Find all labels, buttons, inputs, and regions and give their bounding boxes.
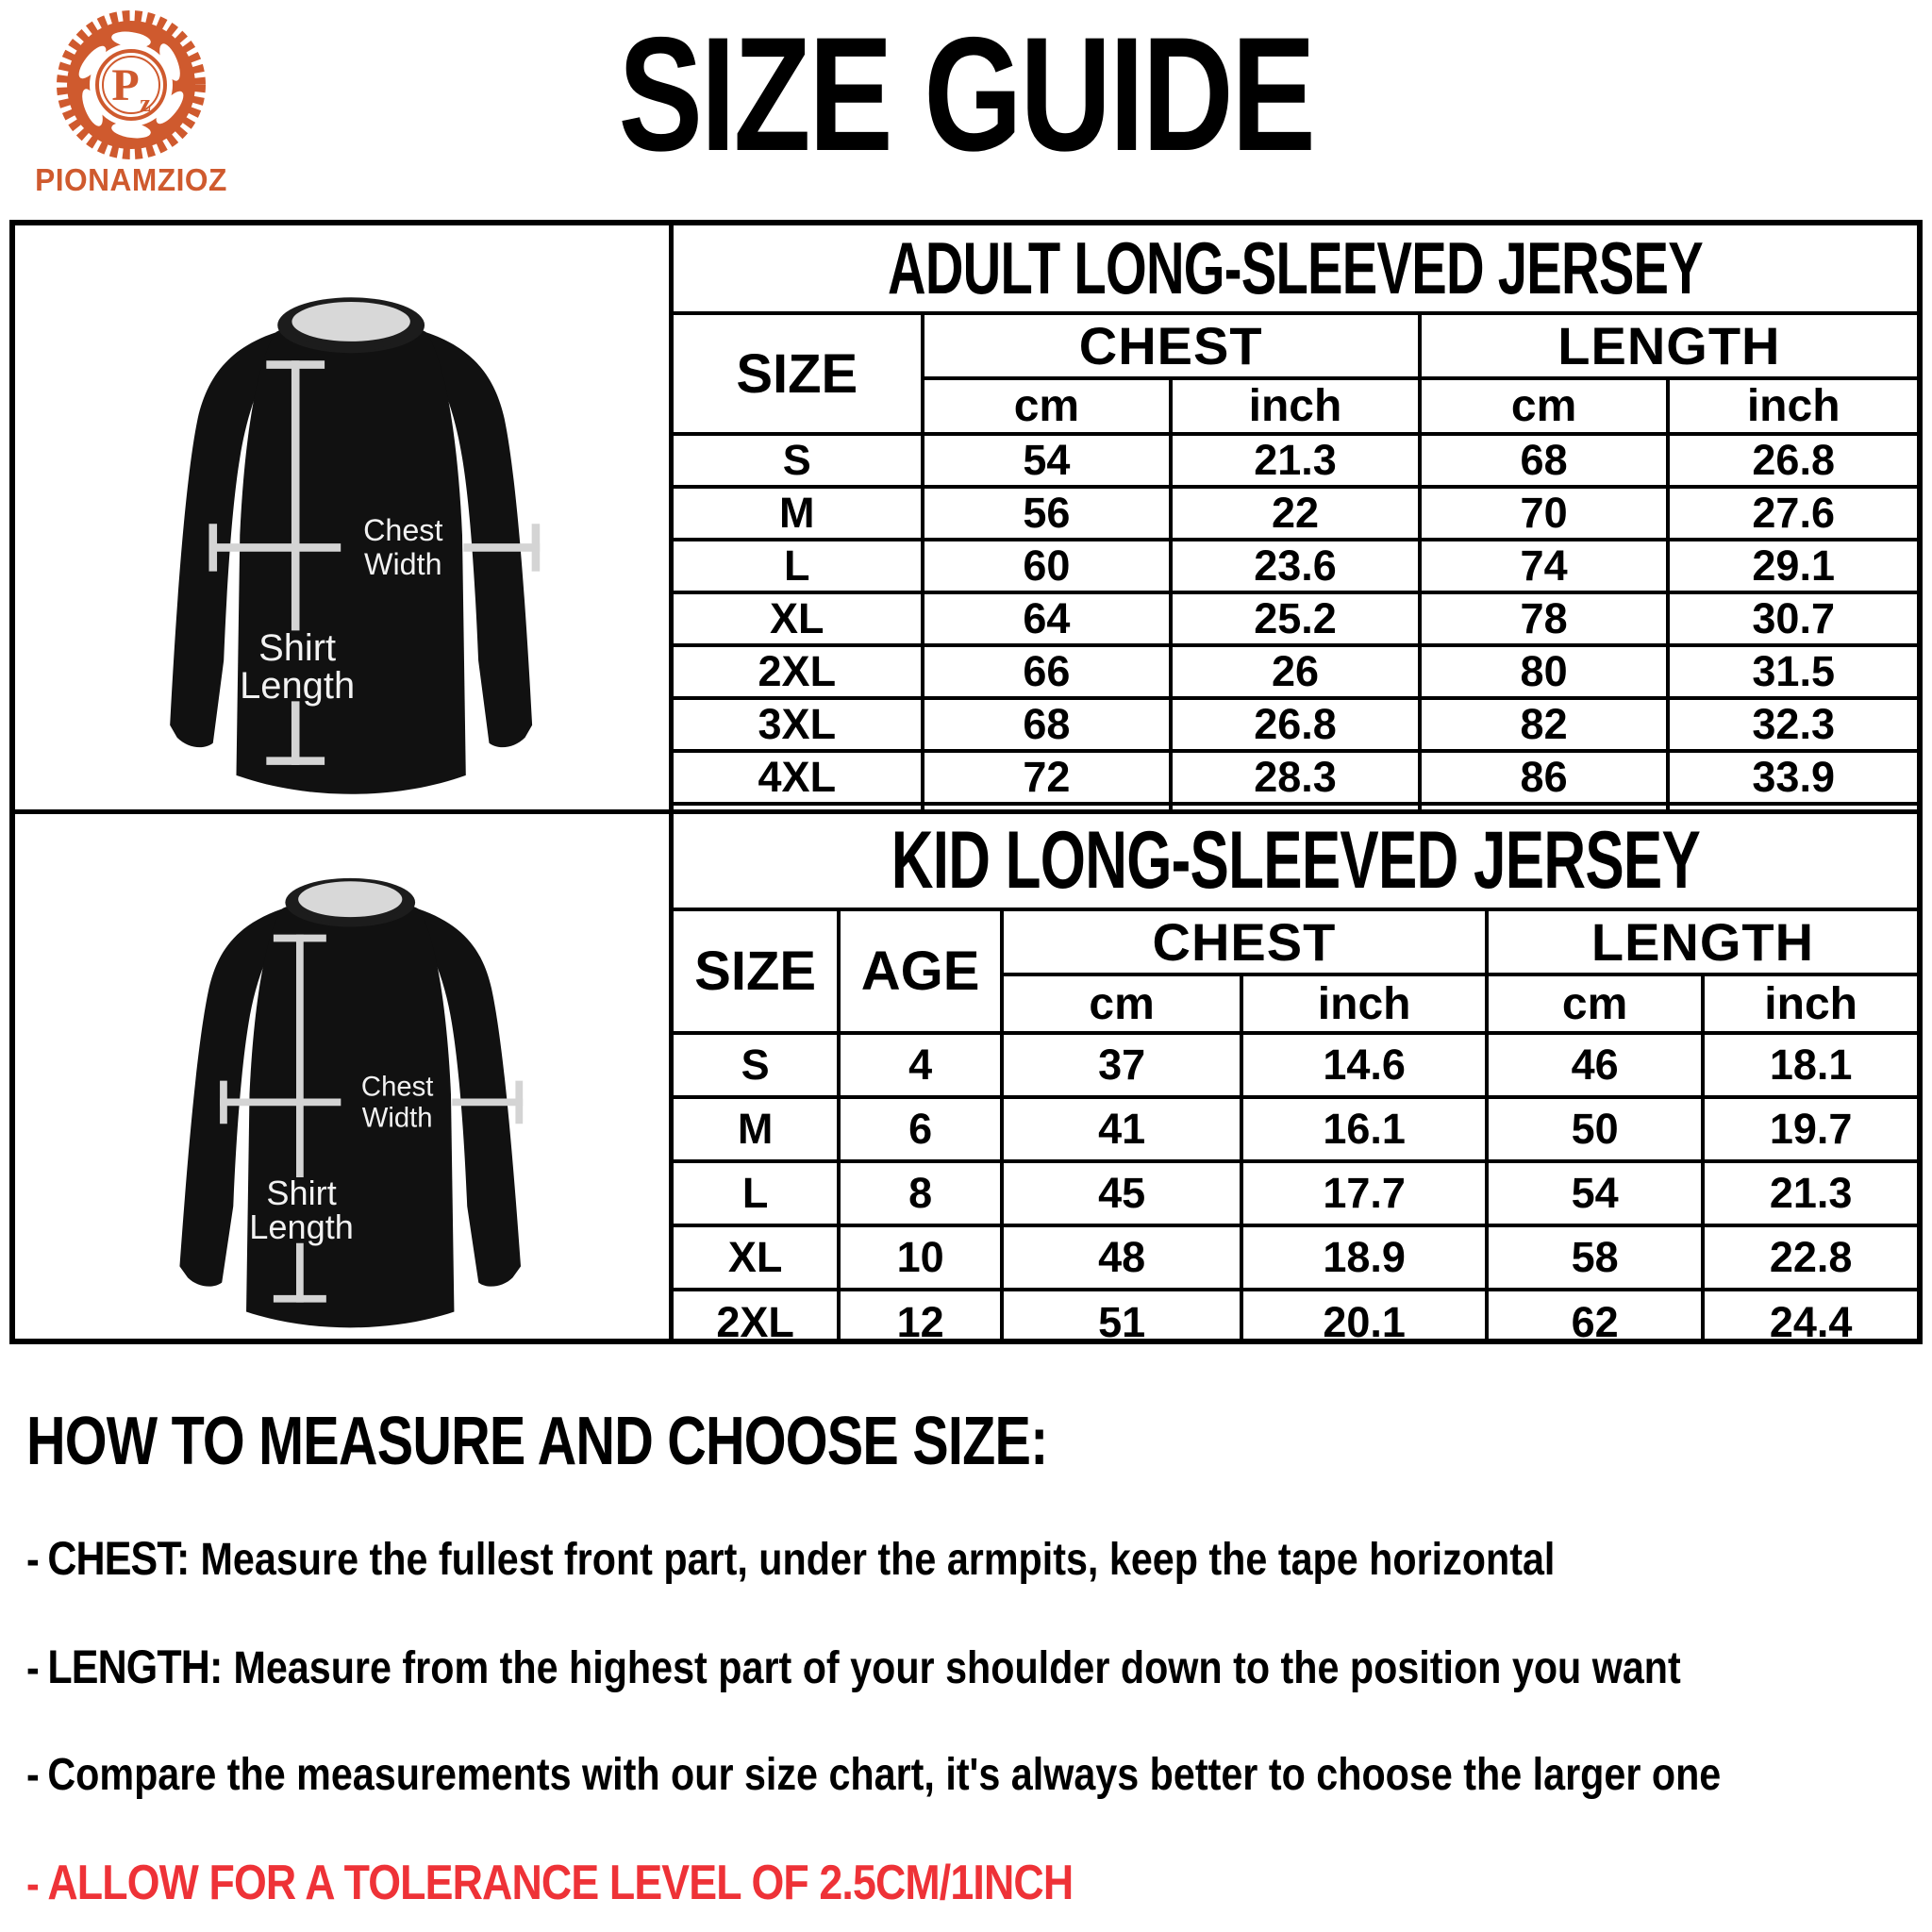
unit-header-inch: inch [1169,376,1422,436]
table-row: L 60 23.6 74 29.1 [674,538,1917,594]
svg-text:Length: Length [249,1208,354,1246]
table-row: 5XL8633.99035.4 [674,802,1917,809]
adult-jersey-image: Chest Width Shirt Length [170,297,541,795]
table-row: XL 10 48 18.9 58 22.8 [674,1224,1917,1291]
instruction-line-compare: - Compare the measurements with our size … [26,1749,1721,1800]
unit-header-cm: cm [1417,376,1671,436]
logo-monogram-z: z [140,90,151,117]
table-row: 4XL 72 28.3 86 33.9 [674,749,1917,806]
table-row: M 56 22 70 27.6 [674,485,1917,541]
instruction-line-length: - LENGTH: Measure from the highest part of… [26,1641,1681,1694]
chest-width-label: Chest [361,1073,433,1103]
brand-logo: P z PIONAMZIOZ [23,6,240,195]
page-title: SIZE GUIDE [618,4,1316,185]
column-header-length: LENGTH [1484,908,1917,976]
table-row: 2XL 66 26 80 31.5 [674,643,1917,700]
unit-header-inch: inch [1666,376,1917,436]
shirt-length-label: Shirt [258,628,336,670]
instruction-text: Measure the fullest front part, under th… [200,1535,1556,1585]
column-header-size: SIZE [674,908,841,1035]
size-chart: Chest Width Shirt Length ADULT LONG-SLEE… [9,220,1923,1344]
unit-header-inch: inch [1701,973,1917,1035]
instruction-label: LENGTH: [47,1641,223,1694]
instruction-text: ALLOW FOR A TOLERANCE LEVEL OF 2.5CM/1IN… [47,1856,1074,1911]
adult-shirt-diagram: Chest Width Shirt Length [15,225,674,814]
instruction-text: Measure from the highest part of your sh… [233,1643,1681,1694]
column-header-age: AGE [837,908,1004,1035]
adult-table-panel: ADULT LONG-SLEEVED JERSEY SIZE CHEST LEN… [674,225,1917,814]
svg-text:Width: Width [364,547,442,581]
measurement-lines [219,934,524,1303]
kid-jersey-image: Chest Width Shirt Length [179,877,524,1328]
kid-size-table: KID LONG-SLEEVED JERSEY SIZE AGE CHEST L… [674,814,1917,1339]
chest-width-label: Chest [363,513,442,547]
svg-text:Width: Width [362,1103,433,1133]
table-row: S 4 37 14.6 46 18.1 [674,1031,1917,1099]
table-row: M 6 41 16.1 50 19.7 [674,1095,1917,1163]
shirt-length-label: Shirt [266,1174,336,1212]
table-row: 3XL 68 26.8 82 32.3 [674,696,1917,753]
adult-table-title: ADULT LONG-SLEEVED JERSEY [674,225,1917,315]
measurement-lines [208,360,541,766]
unit-header-cm: cm [1484,973,1706,1035]
kid-shirt-diagram: Chest Width Shirt Length [15,814,674,1339]
unit-header-cm: cm [1001,973,1244,1035]
column-header-size: SIZE [674,311,924,436]
column-header-length: LENGTH [1417,311,1917,380]
instructions-heading: HOW TO MEASURE AND CHOOSE SIZE: [26,1404,1048,1479]
column-header-chest: CHEST [999,908,1489,976]
table-row: 2XL 12 51 20.1 62 24.4 [674,1288,1917,1339]
instruction-label: CHEST: [47,1532,190,1585]
column-header-chest: CHEST [920,311,1422,380]
unit-header-cm: cm [922,376,1174,436]
bullet-dash: - [26,1643,40,1694]
table-row: S 54 21.3 68 26.8 [674,432,1917,489]
kid-table-panel: KID LONG-SLEEVED JERSEY SIZE AGE CHEST L… [674,814,1917,1339]
logo-monogram-p: P [111,60,139,110]
bullet-dash: - [26,1535,40,1585]
instruction-line-tolerance: - ALLOW FOR A TOLERANCE LEVEL OF 2.5CM/1I… [26,1857,1649,1909]
bullet-dash: - [26,1859,40,1910]
instructions-section: HOW TO MEASURE AND CHOOSE SIZE: - CHEST: M… [26,1407,1913,1909]
instruction-line-chest: - CHEST: Measure the fullest front part, u… [26,1534,1649,1584]
unit-header-inch: inch [1240,973,1489,1035]
kid-table-title: KID LONG-SLEEVED JERSEY [674,814,1917,911]
brand-name: PIONAMZIOZ [35,162,227,197]
bullet-dash: - [26,1749,40,1800]
adult-size-table: ADULT LONG-SLEEVED JERSEY SIZE CHEST LEN… [674,225,1917,809]
svg-text:Length: Length [240,665,355,707]
gear-logo-icon: P z [57,10,206,159]
table-row: L 8 45 17.7 54 21.3 [674,1159,1917,1227]
instruction-text: Compare the measurements with our size c… [47,1749,1722,1800]
table-row: XL 64 25.2 78 30.7 [674,591,1917,647]
